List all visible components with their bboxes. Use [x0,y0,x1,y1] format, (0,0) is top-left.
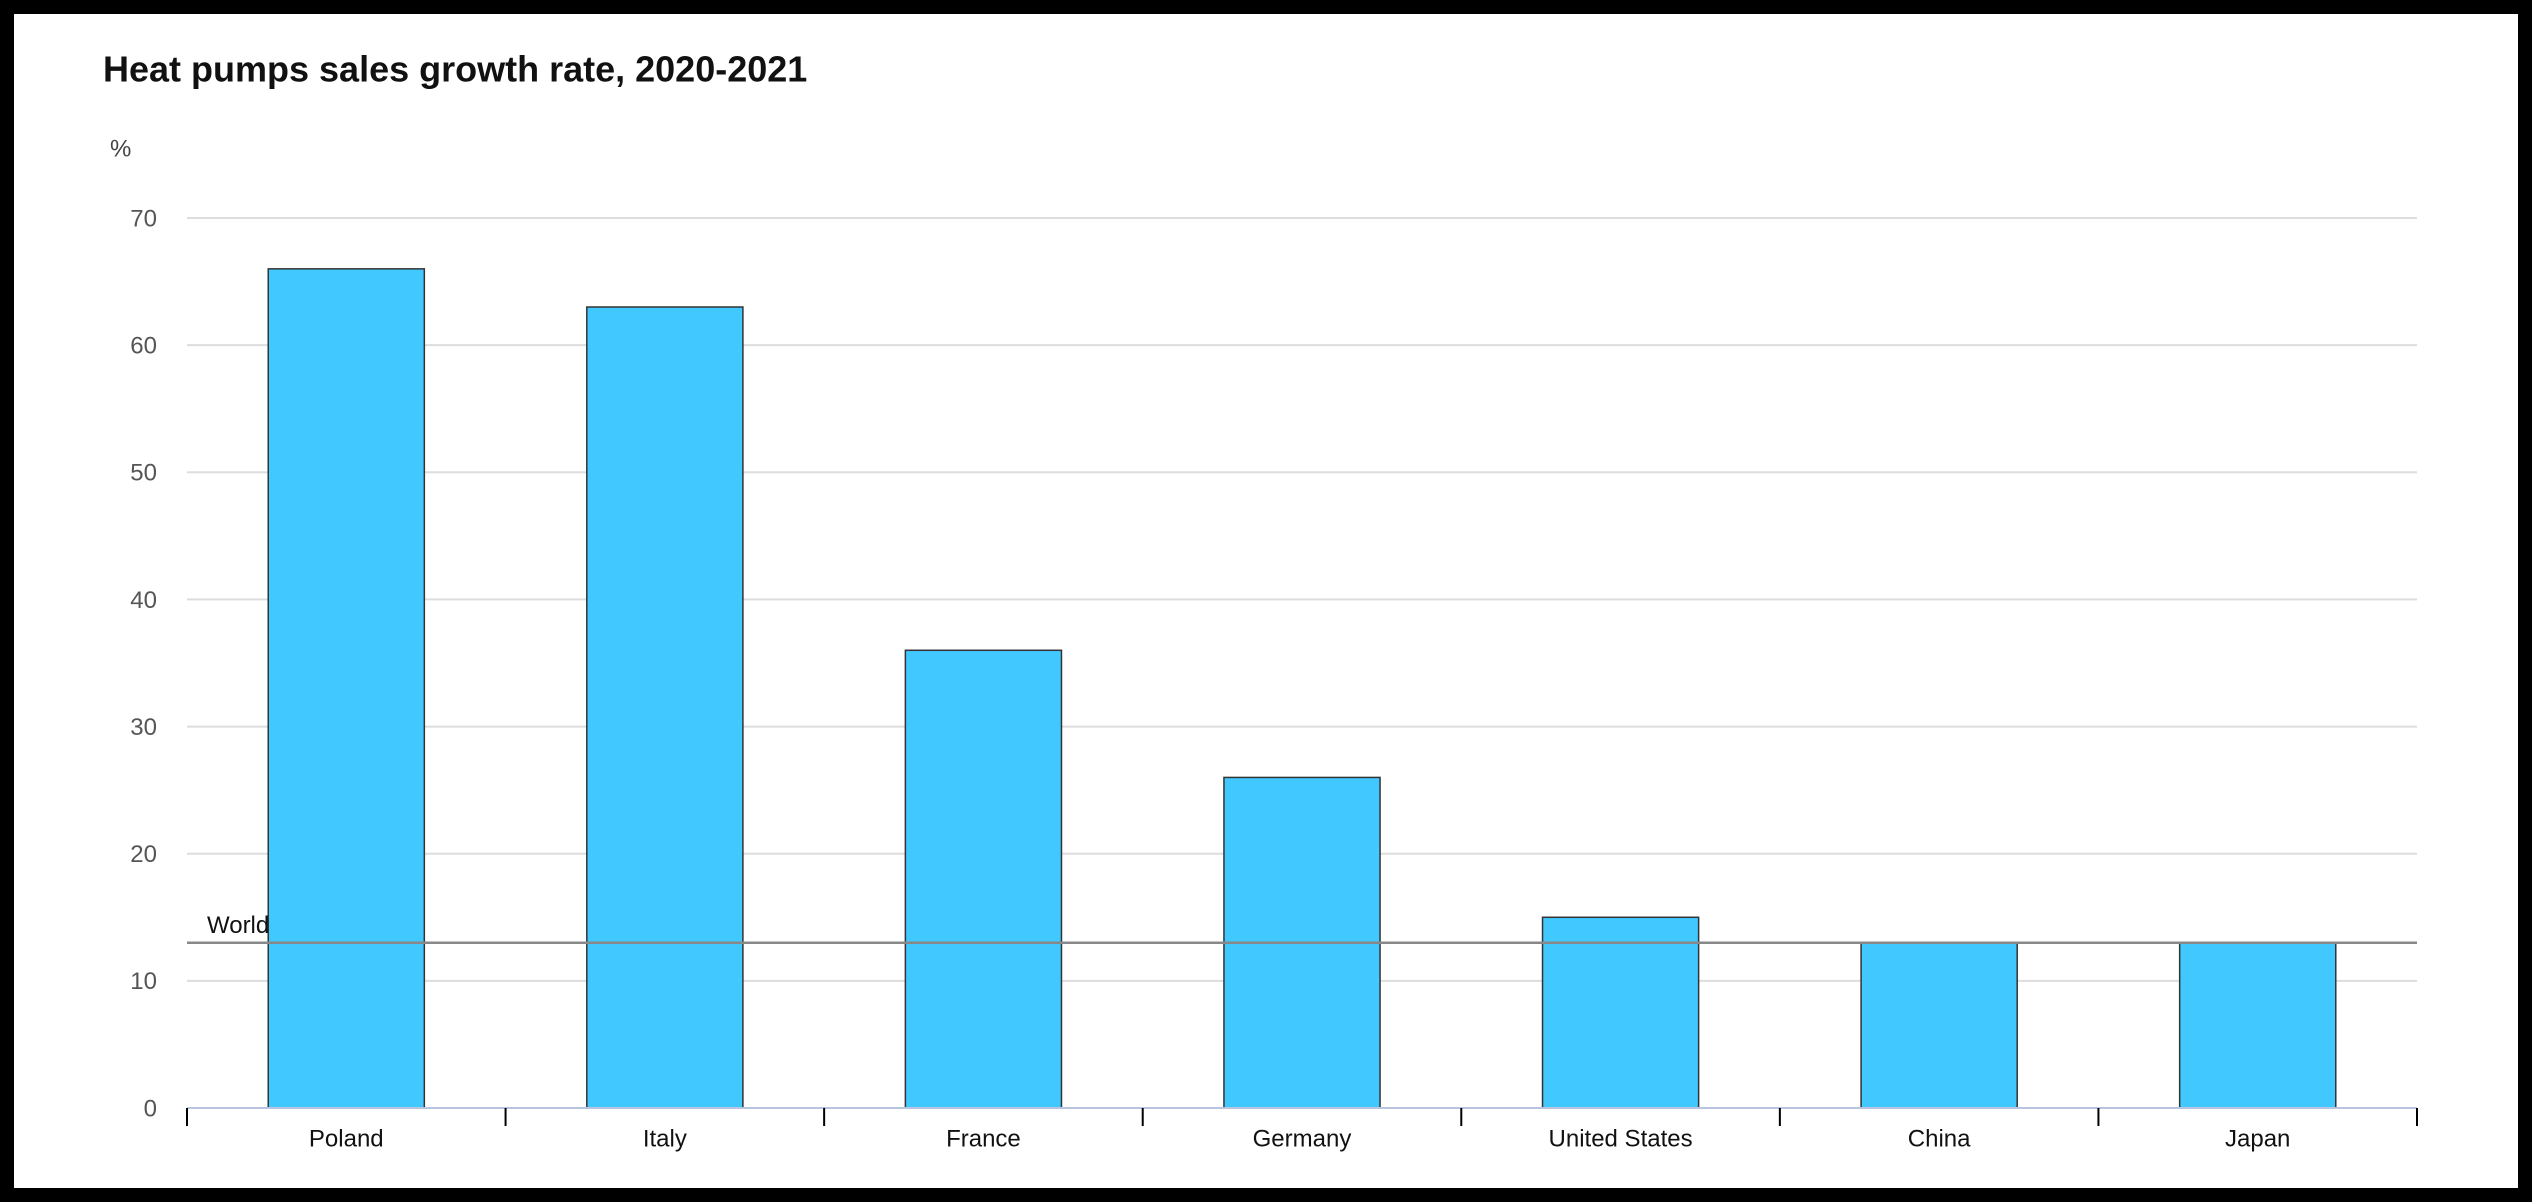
bar [1860,941,2018,1109]
bar [2178,941,2337,1109]
reference-label: World [207,912,269,939]
y-tick-label: 70 [130,205,157,232]
x-tick-label: Italy [643,1125,687,1152]
y-tick-label: 40 [130,587,157,614]
y-tick-label: 60 [130,332,157,359]
x-tick-label: United States [1549,1125,1693,1152]
bar [267,268,426,1109]
x-tick-label: France [946,1125,1021,1152]
y-tick-label: 0 [144,1095,157,1122]
y-tick-label: 30 [130,714,157,741]
y-tick-label: 10 [130,968,157,995]
y-tick-label: 50 [130,460,157,487]
bar [1541,916,1700,1109]
y-axis-unit: % [110,135,131,162]
bar [904,649,1063,1109]
y-tick-label: 20 [130,841,157,868]
bar [586,306,744,1109]
x-tick-label: Poland [309,1125,384,1152]
x-tick-label: Germany [1253,1125,1352,1152]
x-tick-label: China [1908,1125,1971,1152]
x-tick-label: Japan [2225,1125,2290,1152]
chart-title: Heat pumps sales growth rate, 2020-2021 [103,49,807,90]
